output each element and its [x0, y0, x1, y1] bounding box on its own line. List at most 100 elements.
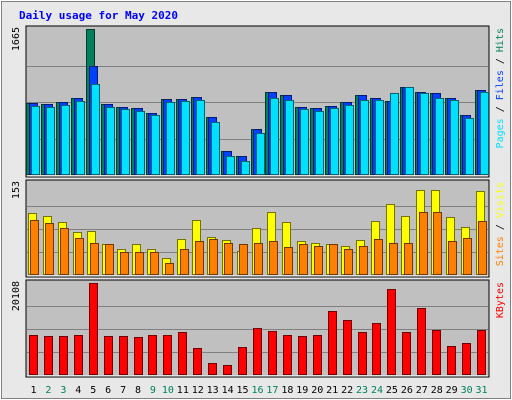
bar-pages-day-28 — [435, 98, 444, 175]
bar-pages-day-19 — [300, 109, 309, 175]
x-tick-label-day-2: 2 — [45, 385, 51, 396]
bar-sites-day-2 — [45, 223, 54, 275]
bar-pages-day-10 — [166, 102, 175, 175]
x-tick-label-day-25: 25 — [386, 385, 398, 396]
bar-pages-day-14 — [226, 156, 235, 175]
bar-kbytes-day-26 — [402, 332, 411, 375]
bar-sites-day-17 — [269, 241, 278, 275]
bar-kbytes-day-23 — [358, 332, 367, 375]
bar-sites-day-5 — [90, 243, 99, 275]
x-tick-label-day-5: 5 — [90, 385, 96, 396]
bar-sites-day-30 — [463, 238, 472, 275]
bar-sites-day-10 — [165, 263, 174, 275]
legend-sites-text: Sites — [495, 236, 506, 266]
bar-sites-day-31 — [478, 221, 487, 275]
x-tick-label-day-20: 20 — [311, 385, 323, 396]
bar-pages-day-23 — [360, 100, 369, 175]
x-tick-label-day-19: 19 — [296, 385, 308, 396]
bar-sites-day-23 — [359, 246, 368, 275]
bar-sites-day-7 — [120, 252, 129, 275]
x-tick-label-day-7: 7 — [120, 385, 126, 396]
bar-pages-day-31 — [480, 92, 489, 175]
bar-kbytes-day-8 — [134, 337, 143, 375]
bar-pages-day-12 — [196, 100, 205, 175]
x-tick-label-day-22: 22 — [341, 385, 353, 396]
bar-sites-day-19 — [299, 244, 308, 275]
x-tick-label-day-3: 3 — [60, 385, 66, 396]
x-tick-label-day-27: 27 — [416, 385, 428, 396]
x-tick-label-day-14: 14 — [222, 385, 234, 396]
bar-sites-day-1 — [30, 220, 39, 275]
x-tick-label-day-11: 11 — [177, 385, 189, 396]
x-tick-label-day-18: 18 — [281, 385, 293, 396]
bar-sites-day-6 — [105, 244, 114, 275]
legend--text: / — [495, 218, 506, 236]
x-tick-label-day-26: 26 — [401, 385, 413, 396]
bar-pages-day-21 — [330, 108, 339, 175]
x-tick-label-day-23: 23 — [356, 385, 368, 396]
bar-pages-day-29 — [450, 100, 459, 175]
bar-pages-day-30 — [465, 118, 474, 175]
legend--text: / — [495, 100, 506, 118]
x-tick-label-day-24: 24 — [371, 385, 383, 396]
bar-sites-day-29 — [448, 241, 457, 275]
bar-pages-day-13 — [211, 122, 220, 175]
x-tick-label-day-12: 12 — [192, 385, 204, 396]
bar-kbytes-day-15 — [238, 347, 247, 375]
bar-sites-day-11 — [180, 249, 189, 275]
bar-kbytes-day-5 — [89, 283, 98, 375]
bar-pages-day-17 — [270, 98, 279, 175]
bar-pages-day-4 — [76, 101, 85, 175]
bar-kbytes-day-17 — [268, 331, 277, 375]
bar-sites-day-8 — [135, 252, 144, 275]
bar-pages-day-3 — [61, 105, 70, 175]
bar-sites-day-9 — [150, 252, 159, 275]
bar-kbytes-day-18 — [283, 335, 292, 375]
bar-pages-day-18 — [285, 100, 294, 175]
x-tick-label-day-16: 16 — [251, 385, 263, 396]
bar-sites-day-13 — [209, 239, 218, 275]
bar-kbytes-day-6 — [104, 336, 113, 375]
bar-pages-day-15 — [241, 161, 250, 175]
bar-kbytes-day-3 — [59, 336, 68, 375]
bar-pages-day-24 — [375, 100, 384, 175]
bar-sites-day-4 — [75, 238, 84, 275]
x-tick-label-day-29: 29 — [446, 385, 458, 396]
bar-sites-day-20 — [314, 246, 323, 275]
legend-pages-text: Pages — [495, 118, 506, 148]
x-tick-label-day-10: 10 — [162, 385, 174, 396]
bar-pages-day-16 — [256, 133, 265, 175]
bar-kbytes-day-13 — [208, 363, 217, 375]
bar-pages-day-9 — [151, 115, 160, 175]
bar-kbytes-day-16 — [253, 328, 262, 375]
bar-kbytes-day-10 — [163, 335, 172, 375]
panel-middle-ymax-label: 153 — [11, 181, 22, 199]
x-tick-label-day-13: 13 — [207, 385, 219, 396]
bar-sites-day-22 — [344, 249, 353, 275]
bar-kbytes-day-24 — [372, 323, 381, 375]
bar-pages-day-7 — [121, 109, 130, 175]
panel-top-legend-label: Pages / Files / Hits — [495, 28, 506, 148]
panel-bottom-legend-label: KBytes — [495, 282, 506, 318]
bar-pages-day-11 — [181, 101, 190, 175]
bar-kbytes-day-14 — [223, 365, 232, 375]
bar-sites-day-28 — [433, 212, 442, 275]
bar-pages-day-6 — [106, 107, 115, 175]
bar-pages-day-1 — [31, 106, 40, 175]
bar-sites-day-12 — [195, 241, 204, 275]
x-tick-label-day-6: 6 — [105, 385, 111, 396]
bar-sites-day-27 — [419, 212, 428, 275]
bar-kbytes-day-2 — [44, 336, 53, 375]
bar-kbytes-day-12 — [193, 348, 202, 375]
bar-sites-day-16 — [254, 243, 263, 275]
panel-bottom-ymax-label: 20108 — [11, 281, 22, 311]
bar-sites-day-26 — [404, 243, 413, 275]
bar-kbytes-day-25 — [387, 289, 396, 375]
x-tick-label-day-17: 17 — [266, 385, 278, 396]
x-tick-label-day-8: 8 — [135, 385, 141, 396]
bar-kbytes-day-4 — [74, 335, 83, 375]
bar-kbytes-day-1 — [29, 335, 38, 375]
bar-pages-day-20 — [315, 111, 324, 175]
bar-kbytes-day-29 — [447, 346, 456, 375]
